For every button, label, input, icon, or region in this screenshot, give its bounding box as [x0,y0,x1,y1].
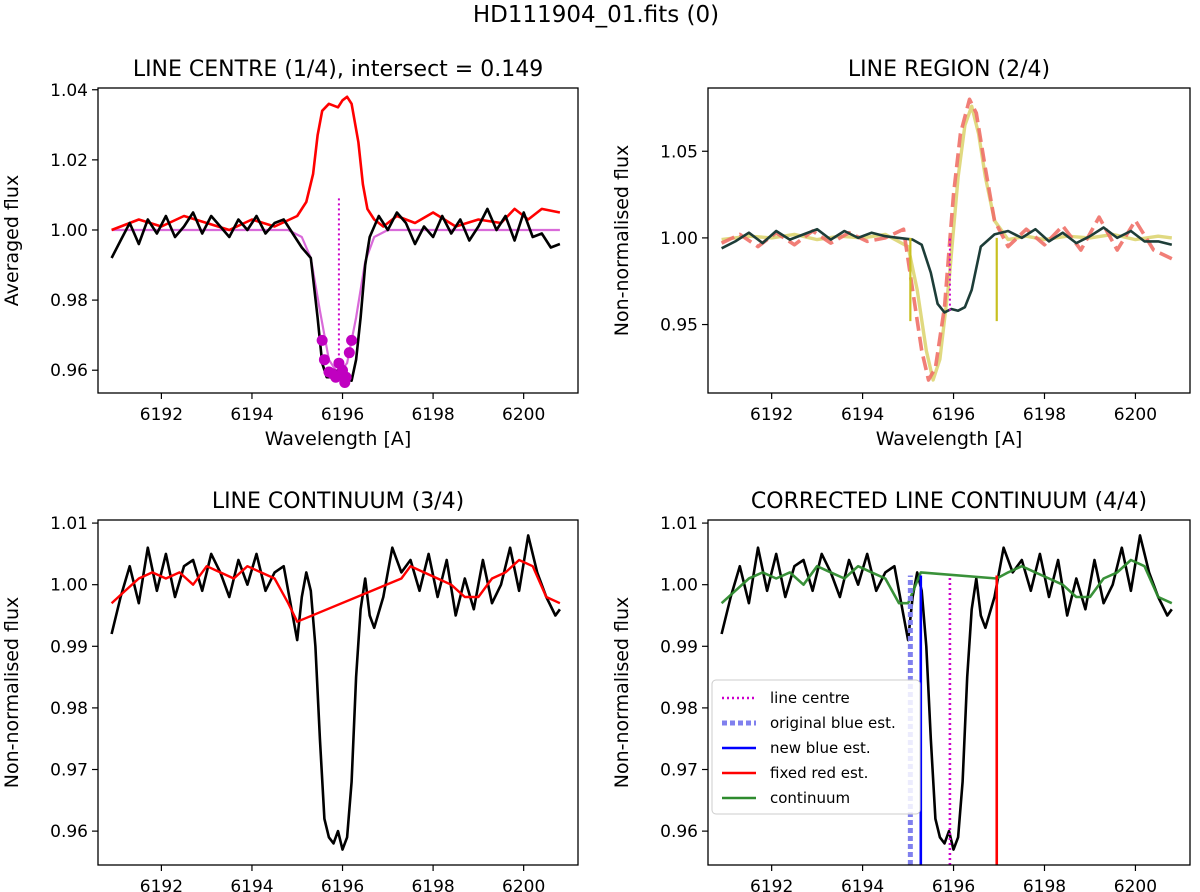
chart4-ytick-label: 0.98 [660,699,698,719]
chart2-plot-area [720,97,1173,382]
chart4-legend-label: continuum [770,789,850,807]
chart3-ytick-label: 1.00 [50,576,88,596]
chart4-title: CORRECTED LINE CONTINUUM (4/4) [751,489,1147,514]
chart3-plot-area [110,534,561,851]
chart1-ytick-label: 1.00 [50,221,88,241]
chart1-point [339,376,351,388]
chart1-ytick-label: 0.96 [50,361,88,381]
chart4-ytick-label: 0.97 [660,761,698,781]
chart3-xtick-label: 6200 [502,877,545,892]
chart3-ytick-label: 0.97 [50,761,88,781]
chart2-ytick-label: 0.95 [660,316,698,336]
chart1-xtick-label: 6198 [411,405,454,425]
chart3-ytick-label: 0.99 [50,637,88,657]
chart4-series-spectrum [720,534,1173,851]
chart4-legend-box [711,679,921,815]
chart1-ytick-label: 0.98 [50,291,88,311]
chart4-xtick-label: 6192 [750,877,793,892]
chart3-frame [97,519,579,866]
chart1-plot-area [110,95,561,388]
chart1-xtick-label: 6194 [230,405,273,425]
chart4-series-continuum [720,558,1173,605]
chart2-series-model-dashed [720,97,1173,382]
chart3-ylabel: Non-normalised flux [1,597,23,789]
chart3-panel: LINE CONTINUUM (3/4)Wavelength [A]Non-no… [1,489,579,892]
chart3-title: LINE CONTINUUM (3/4) [212,489,464,514]
chart3-ytick-label: 0.96 [50,822,88,842]
chart1-ytick-label: 1.02 [50,151,88,171]
chart1-panel: LINE CENTRE (1/4), intersect = 0.149 Wave… [1,57,579,450]
chart4-legend-label: new blue est. [770,739,871,757]
chart2-panel: LINE REGION (2/4) Wavelength [A] Non-norma… [611,57,1191,450]
chart1-ylabel: Averaged flux [1,175,23,306]
chart2-ylabel: Non-normalised flux [611,145,633,337]
chart2-xtick-label: 6194 [841,405,884,425]
chart4-ylabel: Non-normalised flux [611,597,633,789]
chart3-xtick-label: 6198 [411,877,454,892]
chart4-legend-label: line centre [770,689,850,707]
chart1-xtick-label: 6200 [502,405,545,425]
chart4-xtick-label: 6194 [841,877,884,892]
chart3-xtick-label: 6196 [321,877,364,892]
chart1-point [330,371,342,383]
chart2-ytick-label: 1.05 [660,142,698,162]
chart1-xlabel: Wavelength [A] [265,428,412,450]
chart2-xtick-label: 6192 [750,405,793,425]
chart4-panel: CORRECTED LINE CONTINUUM (4/4)Wavelength… [611,489,1191,892]
chart1-title: LINE CENTRE (1/4), intersect = 0.149 [133,57,543,82]
chart3-ytick-label: 0.98 [50,699,88,719]
chart2-xlabel: Wavelength [A] [876,428,1023,450]
chart2-xtick-label: 6196 [932,405,975,425]
chart2-xtick-label: 6200 [1114,405,1157,425]
chart4-legend-label: original blue est. [770,714,896,732]
chart4-ytick-label: 0.99 [660,637,698,657]
chart4-legend: line centre original blue est. new blue es… [711,679,921,815]
chart1-frame [97,87,579,394]
chart1-point [318,354,330,366]
chart4-xtick-label: 6200 [1114,877,1157,892]
chart3-ytick-label: 1.01 [50,514,88,534]
figure-suptitle: HD111904_01.fits (0) [473,2,719,28]
chart4-frame [707,519,1191,866]
chart3-xtick-label: 6194 [230,877,273,892]
chart3-xtick-label: 6192 [140,877,183,892]
chart1-xtick-label: 6192 [140,405,183,425]
chart1-point [346,334,358,346]
chart1-series-average [111,95,561,232]
chart2-ytick-label: 1.00 [660,229,698,249]
chart1-ytick-label: 1.04 [50,81,88,101]
chart4-ytick-label: 1.00 [660,576,698,596]
chart3-series-spectrum [110,534,561,851]
chart4-ytick-label: 1.01 [660,514,698,534]
chart4-legend-label: fixed red est. [770,764,868,782]
chart2-series-spectrum [721,226,1173,314]
chart4-xtick-label: 6196 [932,877,975,892]
chart1-xtick-label: 6196 [321,405,364,425]
chart1-point [316,334,328,346]
chart4-plot-area [720,534,1173,865]
chart3-series-continuum [110,558,561,623]
chart2-xtick-label: 6198 [1023,405,1066,425]
chart4-ytick-label: 0.96 [660,822,698,842]
chart2-frame [707,87,1191,394]
chart2-title: LINE REGION (2/4) [848,57,1050,82]
chart1-point [343,347,355,359]
chart4-xtick-label: 6198 [1023,877,1066,892]
